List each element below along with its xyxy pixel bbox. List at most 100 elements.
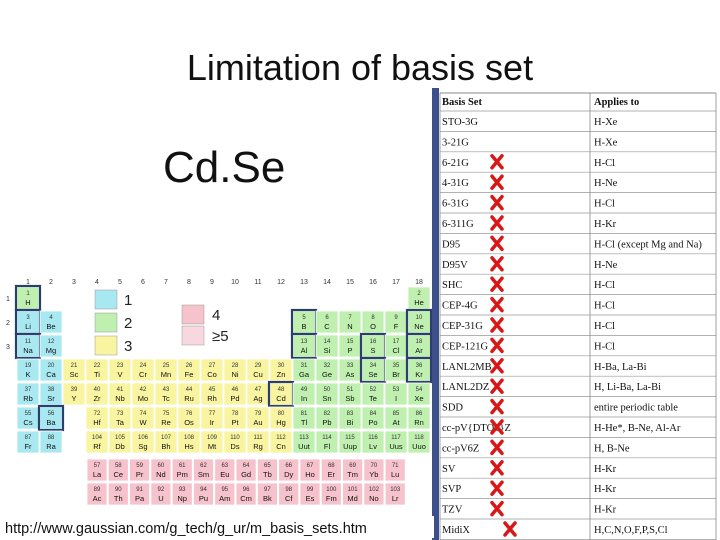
element-number: 4 <box>49 315 53 321</box>
element-symbol: Md <box>347 494 357 503</box>
element-symbol: Re <box>161 418 171 427</box>
element-symbol: Cl <box>392 346 399 355</box>
element-symbol: U <box>158 494 163 503</box>
element-number: 103 <box>390 487 401 493</box>
element-symbol: Cf <box>285 494 293 503</box>
element-number: 35 <box>393 363 400 369</box>
element-number: 14 <box>324 339 331 345</box>
highlight-box <box>37 404 65 432</box>
element-symbol: Br <box>392 370 400 379</box>
element-symbol: N <box>347 322 352 331</box>
element-number: 61 <box>179 463 186 469</box>
basis-applies: H, B-Ne <box>594 443 630 454</box>
element-cell <box>154 430 178 454</box>
table-border <box>432 88 439 540</box>
group-number: 1 <box>26 279 30 286</box>
element-number: 5 <box>302 315 306 321</box>
element-number: 15 <box>347 339 354 345</box>
element-number: 107 <box>161 435 172 441</box>
red-cross <box>490 154 504 170</box>
element-cell <box>407 382 431 406</box>
element-number: 50 <box>324 387 331 393</box>
element-cell <box>131 382 155 406</box>
element-number: 31 <box>301 363 308 369</box>
element-number: 80 <box>278 411 285 417</box>
element-symbol: Ga <box>299 370 310 379</box>
element-symbol: Pb <box>322 418 331 427</box>
element-cell <box>315 382 339 406</box>
element-number: 114 <box>322 435 332 441</box>
element-cell <box>39 358 63 382</box>
element-number: 46 <box>232 387 239 393</box>
element-symbol: Cm <box>240 494 252 503</box>
element-cell <box>407 430 431 454</box>
element-symbol: Mg <box>46 346 56 355</box>
element-symbol: S <box>370 346 375 355</box>
element-symbol: Tb <box>263 470 272 479</box>
element-symbol: Cr <box>139 370 147 379</box>
element-number: 42 <box>140 387 147 393</box>
element-number: 91 <box>136 487 143 493</box>
element-symbol: In <box>301 394 307 403</box>
element-cell <box>177 358 201 382</box>
element-symbol: Fl <box>324 442 331 451</box>
basis-name: SVP <box>442 484 461 495</box>
element-symbol: B <box>301 322 306 331</box>
basis-name: 6-31G <box>442 199 469 210</box>
element-cell <box>292 358 316 382</box>
element-cell <box>384 458 406 482</box>
red-cross <box>490 235 504 252</box>
element-cell <box>85 358 109 382</box>
basis-name: MidiX <box>442 525 470 536</box>
legend-swatch <box>181 304 205 325</box>
legend-label: 2 <box>124 315 132 332</box>
element-cell <box>338 382 362 406</box>
element-number: 51 <box>347 387 354 393</box>
element-number: 112 <box>276 435 286 441</box>
subtitle: Cd.Se <box>163 143 285 192</box>
element-symbol: Ce <box>114 470 124 479</box>
element-symbol: Y <box>71 394 76 403</box>
red-cross <box>490 500 504 517</box>
element-symbol: Uut <box>298 442 311 451</box>
element-cell <box>16 358 40 382</box>
element-number: 16 <box>370 339 377 345</box>
legend-swatch <box>94 335 118 356</box>
element-cell <box>269 430 293 454</box>
element-symbol: Pd <box>230 394 239 403</box>
red-cross <box>490 419 504 435</box>
element-number: 20 <box>48 363 55 369</box>
element-number: 32 <box>324 363 331 369</box>
element-number: 54 <box>416 387 423 393</box>
element-cell <box>177 430 201 454</box>
element-symbol: Fe <box>185 370 194 379</box>
basis-name: cc-pV{DTQ5}Z <box>442 423 511 434</box>
element-number: 13 <box>301 339 308 345</box>
element-cell <box>171 458 193 482</box>
element-number: 108 <box>184 435 195 441</box>
element-number: 94 <box>200 487 207 493</box>
group-number: 10 <box>231 279 239 286</box>
element-number: 70 <box>371 463 378 469</box>
element-number: 64 <box>243 463 250 469</box>
element-symbol: Si <box>324 346 331 355</box>
element-symbol: Bk <box>263 494 272 503</box>
element-number: 90 <box>115 487 122 493</box>
element-number: 12 <box>48 339 55 345</box>
element-symbol: Uus <box>389 442 403 451</box>
element-cell <box>246 430 270 454</box>
element-cell <box>278 458 300 482</box>
element-symbol: O <box>370 322 376 331</box>
element-symbol: Rh <box>207 394 217 403</box>
basis-name: SDD <box>442 403 463 414</box>
element-symbol: Ge <box>322 370 332 379</box>
basis-name: CEP-31G <box>442 321 483 332</box>
legend-label: ≥5 <box>212 328 229 345</box>
basis-applies: H-Kr <box>594 484 617 495</box>
red-cross <box>490 194 504 211</box>
legend-swatch <box>94 289 118 310</box>
element-number: 44 <box>186 387 193 393</box>
element-symbol: Db <box>115 442 125 451</box>
element-number: 111 <box>253 435 263 441</box>
